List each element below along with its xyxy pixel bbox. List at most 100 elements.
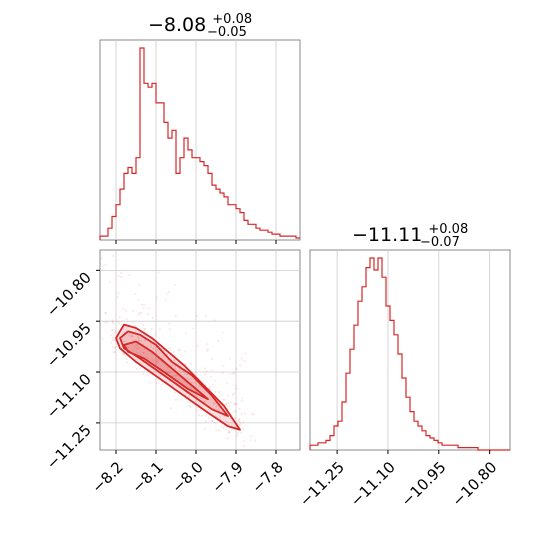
sample-point (121, 353, 124, 355)
sample-point (149, 345, 152, 348)
sample-point (111, 336, 114, 339)
sample-point (205, 315, 208, 317)
sample-point (149, 373, 152, 375)
sample-point (143, 327, 146, 330)
sample-point (177, 348, 180, 351)
sample-point (174, 314, 177, 317)
sample-point (131, 321, 134, 324)
sample-point (142, 352, 145, 355)
sample-point (235, 387, 238, 390)
sample-point (250, 435, 252, 438)
x-tick-label: −8.1 (128, 458, 166, 496)
sample-point (150, 327, 153, 330)
sample-point (147, 313, 150, 315)
sample-point (136, 343, 139, 346)
sample-point (104, 311, 107, 314)
sample-point (168, 290, 171, 293)
sample-point (212, 401, 215, 404)
y-tick-label: −11.10 (43, 370, 95, 422)
sample-point (219, 415, 221, 418)
sample-point (227, 394, 230, 397)
sample-point (118, 315, 121, 318)
gridlines (336, 250, 491, 450)
sample-point (155, 382, 158, 385)
sample-point (192, 382, 195, 385)
sample-point (123, 353, 126, 356)
y-tick-label: −10.95 (43, 319, 95, 371)
title-minus: −0.07 (420, 235, 460, 250)
sample-point (137, 336, 139, 338)
sample-point (240, 413, 243, 415)
sample-point (222, 427, 225, 430)
sample-point (152, 347, 155, 350)
sample-point (157, 271, 160, 274)
sample-point (240, 431, 243, 434)
sample-point (234, 410, 237, 412)
sample-point (190, 377, 193, 380)
sample-point (230, 424, 233, 427)
sample-point (231, 372, 234, 375)
sample-point (215, 405, 218, 408)
sample-point (222, 364, 225, 367)
sample-point (121, 332, 124, 335)
sample-point (233, 402, 236, 405)
sample-point (111, 321, 114, 324)
sample-point (227, 431, 230, 434)
sample-point (148, 307, 151, 310)
sample-point (217, 391, 220, 393)
sample-point (196, 344, 199, 347)
sample-point (154, 363, 157, 365)
sample-point (126, 361, 129, 364)
sample-point (142, 361, 145, 364)
sample-point (213, 391, 216, 393)
sample-point (111, 329, 114, 332)
sample-point (178, 362, 180, 365)
sample-point (184, 332, 187, 335)
sample-point (206, 343, 209, 345)
sample-point (206, 349, 209, 352)
sample-point (138, 347, 141, 350)
sample-point (126, 346, 129, 349)
sample-point (228, 429, 231, 432)
sample-point (168, 371, 171, 374)
sample-point (175, 374, 178, 377)
sample-point (110, 334, 113, 336)
title-value: −8.08 (148, 14, 206, 36)
sample-point (221, 372, 224, 375)
x-tick-label: −8.2 (88, 458, 126, 496)
sample-point (174, 367, 177, 370)
sample-point (156, 360, 159, 363)
sample-point (142, 307, 145, 310)
x-tick-label: −11.10 (347, 458, 399, 510)
sample-point (211, 383, 214, 386)
sample-point (110, 341, 112, 344)
sample-point (155, 351, 158, 354)
x-tick-label: −10.80 (449, 458, 501, 510)
sample-point (183, 380, 186, 383)
sample-point (113, 336, 116, 339)
sample-point (203, 427, 206, 430)
sample-point (114, 330, 117, 333)
sample-point (164, 298, 167, 301)
sample-point (122, 327, 125, 330)
sample-point (235, 367, 238, 370)
sample-point (172, 351, 175, 353)
contour-level (123, 340, 209, 401)
x-tick-label: −7.9 (208, 458, 246, 496)
sample-point (143, 304, 145, 306)
sample-point (234, 403, 237, 405)
panel-frame (309, 249, 511, 451)
sample-point (118, 322, 121, 325)
sample-point (155, 360, 158, 363)
sample-point (230, 401, 233, 404)
y-tick-labels: −10.80−10.95−11.10−11.25 (43, 268, 100, 473)
sample-point (109, 281, 112, 284)
histogram-panel-bottom-right: −11.25−11.10−10.95−10.80 −11.11 +0.08 −0… (296, 222, 511, 510)
sample-point (210, 358, 213, 361)
sample-point (184, 350, 187, 353)
sample-point (112, 322, 115, 325)
sample-point (123, 340, 126, 343)
sample-point (116, 296, 119, 299)
sample-point (104, 321, 107, 324)
sample-point (101, 337, 104, 340)
